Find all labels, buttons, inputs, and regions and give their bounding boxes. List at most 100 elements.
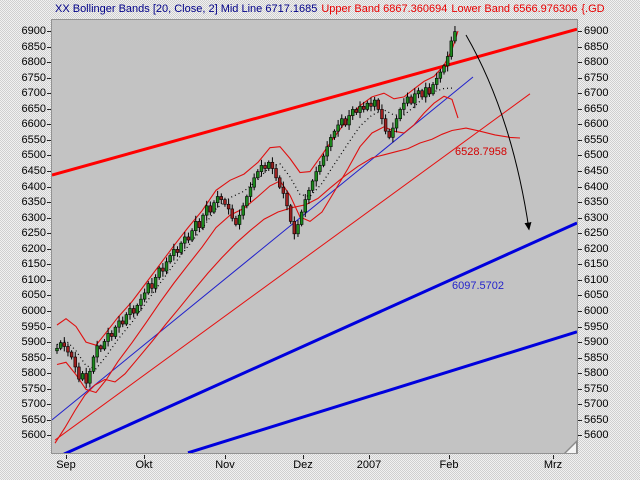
y-axis-tick-right: [578, 357, 582, 359]
trendline-support-thick-blue-upper[interactable]: [63, 221, 577, 453]
title-symbol-suffix: {.GD: [581, 3, 605, 15]
chart-canvas[interactable]: [52, 20, 577, 453]
y-axis-tick-right: [578, 279, 582, 281]
y-axis-tick-left: [47, 108, 51, 110]
y-axis-tick-right: [578, 233, 582, 235]
y-axis-label-left: 5950: [21, 320, 46, 333]
y-axis-label-right: 6500: [584, 149, 609, 162]
x-axis-tick: [66, 455, 67, 459]
y-axis-label-right: 6250: [584, 227, 609, 240]
y-axis-label-left: 6450: [21, 164, 46, 177]
trendlines: [52, 27, 577, 453]
y-axis-tick-right: [578, 155, 582, 157]
y-axis-tick-right: [578, 108, 582, 110]
y-axis-tick-left: [47, 419, 51, 421]
y-axis-label-left: 6900: [21, 25, 46, 37]
x-axis-tick: [303, 455, 304, 459]
y-axis-tick-left: [47, 326, 51, 328]
y-axis-tick-right: [578, 170, 582, 172]
trendline-channel-thin-blue[interactable]: [52, 76, 474, 421]
trendline-channel-thin-red[interactable]: [54, 93, 531, 441]
y-axis-tick-right: [578, 186, 582, 188]
x-axis-tick: [449, 455, 450, 459]
y-axis-label-left: 5850: [21, 351, 46, 364]
y-axis-label-left: 6600: [21, 118, 46, 131]
y-axis-label-right: 5900: [584, 336, 609, 349]
y-axis-tick-right: [578, 326, 582, 328]
down-arrow[interactable]: [465, 34, 532, 231]
x-axis-label: Dez: [293, 459, 313, 471]
y-axis-tick-left: [47, 310, 51, 312]
y-axis-tick-right: [578, 295, 582, 297]
resize-grip[interactable]: [564, 440, 577, 453]
y-axis-tick-right: [578, 46, 582, 48]
y-axis-label-left: 6700: [21, 87, 46, 100]
y-axis-tick-right: [578, 419, 582, 421]
y-axis-label-right: 6850: [584, 40, 609, 53]
y-axis-label-right: 6150: [584, 258, 609, 271]
y-axis-tick-left: [47, 155, 51, 157]
y-axis-label-right: 6400: [584, 180, 609, 193]
x-axis-label: 2007: [356, 459, 382, 471]
y-axis-label-left: 5800: [21, 367, 46, 380]
y-axis-tick-left: [47, 435, 51, 437]
title-indicator-label: XX Bollinger Bands [20, Close, 2] Mid Li…: [55, 3, 318, 15]
y-axis-tick-left: [47, 373, 51, 375]
x-axis-label: Sep: [56, 459, 76, 471]
trendline-value-label-red[interactable]: 6528.7958: [455, 146, 507, 158]
y-axis-label-left: 6500: [21, 149, 46, 162]
y-axis-tick-right: [578, 31, 582, 32]
y-axis-label-left: 6300: [21, 211, 46, 224]
y-axis-tick-left: [47, 295, 51, 297]
y-axis-tick-right: [578, 77, 582, 79]
y-axis-tick-left: [47, 31, 51, 32]
plot-area[interactable]: 6528.7958 6097.5702: [51, 19, 578, 454]
x-axis-tick: [225, 455, 226, 459]
y-axis-tick-left: [47, 46, 51, 48]
y-axis-tick-left: [47, 77, 51, 79]
y-axis-label-right: 5800: [584, 367, 609, 380]
bollinger-upper-band-line: [56, 30, 459, 346]
y-axis-tick-right: [578, 310, 582, 312]
trendline-value-label-blue[interactable]: 6097.5702: [452, 280, 504, 292]
y-axis-tick-right: [578, 202, 582, 204]
y-axis-tick-right: [578, 435, 582, 437]
y-axis-label-right: 5950: [584, 320, 609, 333]
y-axis-label-left: 5650: [21, 413, 46, 426]
y-axis-tick-left: [47, 233, 51, 235]
y-axis-tick-left: [47, 62, 51, 64]
y-axis-tick-right: [578, 388, 582, 390]
y-axis-label-right: 6550: [584, 133, 609, 146]
y-axis-tick-left: [47, 186, 51, 188]
y-axis-tick-left: [47, 342, 51, 344]
y-axis-label-left: 6250: [21, 227, 46, 240]
y-axis-tick-left: [47, 404, 51, 406]
y-axis-label-right: 6350: [584, 196, 609, 209]
x-axis-tick: [369, 455, 370, 459]
y-axis-label-right: 6100: [584, 273, 609, 286]
trendline-support-thick-blue-lower[interactable]: [187, 330, 577, 453]
y-axis-tick-right: [578, 248, 582, 250]
x-axis-label: Nov: [215, 459, 235, 471]
y-axis-label-left: 5900: [21, 336, 46, 349]
y-axis-tick-left: [47, 357, 51, 359]
y-axis-label-left: 6850: [21, 40, 46, 53]
y-axis-tick-right: [578, 217, 582, 219]
y-axis-label-left: 6350: [21, 196, 46, 209]
y-axis-label-right: 6050: [584, 289, 609, 302]
y-axis-label-left: 6050: [21, 289, 46, 302]
y-axis-tick-left: [47, 170, 51, 172]
y-axis-tick-right: [578, 373, 582, 375]
trendline-resistance-thick-red[interactable]: [52, 27, 577, 177]
y-axis-label-right: 6900: [584, 25, 609, 37]
bollinger-mid-line: [56, 87, 456, 370]
x-axis-label: Mrz: [543, 459, 563, 471]
y-axis-label-right: 5700: [584, 398, 609, 411]
y-axis-label-right: 5750: [584, 382, 609, 395]
y-axis-tick-left: [47, 124, 51, 126]
y-axis-label-left: 5750: [21, 382, 46, 395]
y-axis-label-right: 6750: [584, 71, 609, 84]
y-axis-label-right: 6700: [584, 87, 609, 100]
title-upper-band-value: Upper Band 6867.360694: [321, 3, 448, 15]
